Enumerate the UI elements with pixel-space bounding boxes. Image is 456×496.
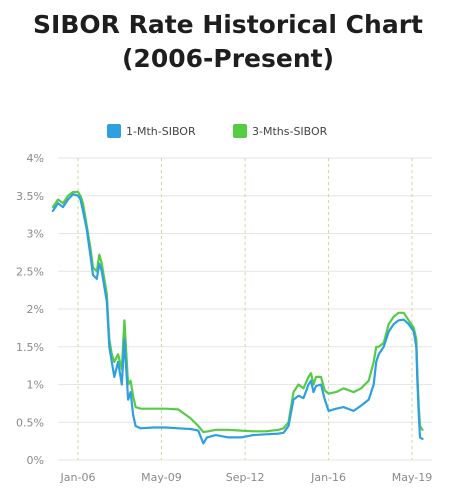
y-tick-label: 1%: [27, 379, 44, 392]
y-tick-label: 0%: [27, 454, 44, 467]
legend-label: 1-Mth-SIBOR: [126, 125, 196, 138]
x-tick-label: Jan-16: [310, 471, 346, 484]
y-tick-label: 4%: [27, 152, 44, 165]
legend-swatch: [107, 124, 121, 138]
y-tick-label: 0.5%: [16, 416, 44, 429]
y-tick-label: 3%: [27, 228, 44, 241]
x-tick-label: Sep-12: [226, 471, 265, 484]
legend-label: 3-Mths-SIBOR: [252, 125, 328, 138]
grid-lines: [58, 157, 432, 461]
y-tick-label: 2.5%: [16, 265, 44, 278]
chart-title-line2: (2006-Present): [122, 44, 334, 73]
series-line-1-mth-sibor: [51, 193, 424, 445]
series-line-3-mths-sibor: [51, 190, 424, 434]
x-tick-label: May-19: [392, 471, 433, 484]
y-tick-label: 3.5%: [16, 190, 44, 203]
series-lines: [51, 190, 424, 445]
legend-swatch: [233, 124, 247, 138]
legend: 1-Mth-SIBOR 3-Mths-SIBOR: [107, 124, 328, 138]
y-axis-ticks: 0% 0.5% 1% 1.5% 2% 2.5% 3% 3.5% 4%: [16, 152, 44, 467]
x-axis-ticks: Jan-06 May-09 Sep-12 Jan-16 May-19: [60, 471, 433, 484]
y-tick-label: 2%: [27, 303, 44, 316]
y-tick-label: 1.5%: [16, 341, 44, 354]
x-tick-label: May-09: [141, 471, 182, 484]
chart-title-line1: SIBOR Rate Historical Chart: [33, 10, 423, 39]
chart-title: SIBOR Rate Historical Chart (2006-Presen…: [0, 8, 456, 76]
x-tick-label: Jan-06: [60, 471, 96, 484]
